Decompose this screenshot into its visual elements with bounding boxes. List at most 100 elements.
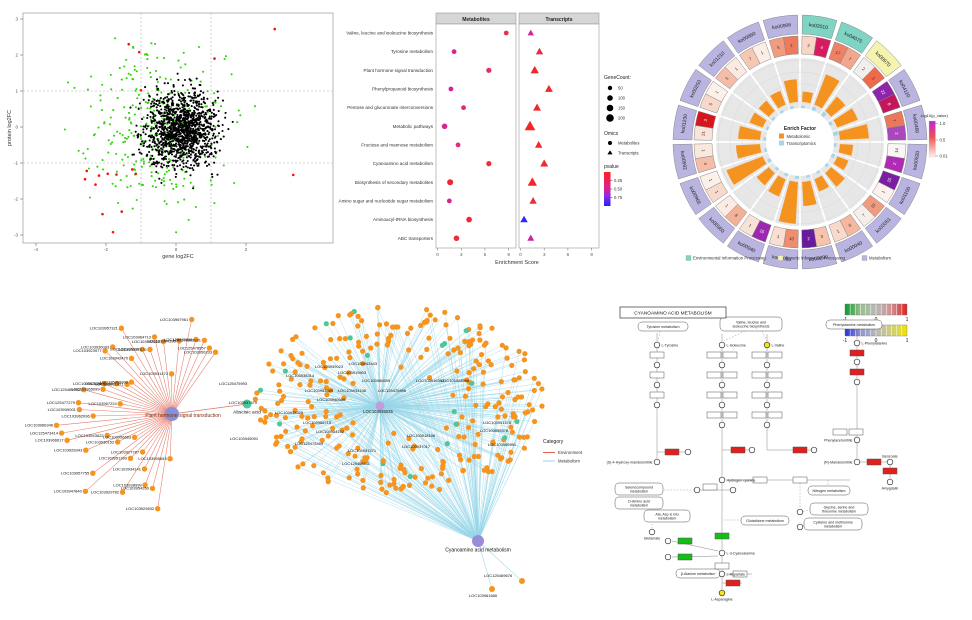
- gene-node: [325, 433, 331, 439]
- enzyme-box: [677, 537, 693, 545]
- gene-node: [364, 455, 370, 461]
- gene-node: [516, 348, 522, 354]
- gene-node: [349, 432, 356, 438]
- transcript-point: [535, 141, 543, 148]
- gene-label: LOC103947471: [348, 448, 377, 453]
- gene-node: [515, 394, 521, 400]
- network-edges: [56, 307, 543, 590]
- gene-node: [266, 361, 272, 367]
- gene-node: [262, 408, 268, 414]
- gene-node: [262, 419, 268, 425]
- count-box: [839, 47, 861, 71]
- gene-node: [426, 335, 432, 341]
- gene-label: LOC103951393: [99, 456, 128, 461]
- gene-node: [307, 382, 313, 388]
- count-label: 5: [708, 101, 714, 106]
- transcript-point: [529, 197, 537, 204]
- gene-node: [532, 418, 538, 425]
- enzyme-box: [664, 448, 680, 456]
- gene-node: [504, 355, 510, 361]
- gene-label: LOC103962524: [73, 381, 102, 386]
- gene-label: LOC103939023: [315, 364, 344, 369]
- enzyme-box: [722, 391, 738, 399]
- compound-node: [853, 358, 861, 366]
- gene-node: [297, 362, 303, 368]
- gene-node: [323, 378, 329, 385]
- enzyme-box: [751, 391, 767, 399]
- compound-label: L-Aspartate: [727, 572, 746, 576]
- gene-node: [454, 315, 461, 321]
- gene-node: [285, 443, 291, 449]
- compound-label: Benzoate: [882, 455, 897, 459]
- ko-segment-label: ko00290: [809, 254, 829, 263]
- ko-segment: [672, 104, 697, 141]
- gene-node: [347, 335, 353, 341]
- gene-node: [456, 434, 462, 440]
- gene-label: LOC103928598: [441, 378, 470, 383]
- pathway-ref-box: [643, 509, 691, 523]
- gene-node: [418, 466, 424, 472]
- count-label: 7: [861, 212, 867, 218]
- facet-panel-metabolites: [435, 23, 517, 249]
- pathway-ref-label: Phenylalanine metabolism: [833, 323, 875, 327]
- ko-segment: [903, 143, 928, 180]
- compound-node: [718, 589, 726, 597]
- x-tick-label: 6: [484, 252, 487, 257]
- gene-node: [258, 417, 264, 423]
- enzyme-box: [751, 411, 767, 419]
- gene-node: [406, 435, 412, 442]
- gene-node: [347, 355, 353, 361]
- gene-label: LOC103961666: [469, 593, 498, 598]
- transcript-point: [527, 177, 537, 186]
- compound-node: [653, 341, 661, 349]
- compound-node: [718, 401, 726, 409]
- pathway-ref-label: Glycine, serine and: [824, 505, 855, 509]
- transcriptomics-bar: [771, 116, 776, 122]
- y-tick-label: -3: [14, 233, 18, 238]
- gene-node: [509, 362, 515, 368]
- gene-node: [119, 489, 126, 495]
- enrich-factor-title: Enrich Factor: [784, 126, 816, 132]
- gene-node: [531, 387, 537, 394]
- ko-segment: [835, 21, 874, 54]
- gene-label: LOC103953489: [305, 388, 334, 393]
- transcriptomics-bar: [811, 106, 817, 112]
- gene-node: [201, 337, 208, 343]
- ko-segment: [762, 14, 799, 39]
- gene-node: [339, 427, 345, 433]
- pathway-ref-label: Glutathione metabolism: [746, 519, 784, 523]
- gene-node: [283, 428, 289, 434]
- gene-node: [486, 469, 492, 475]
- scatter-points: [63, 27, 295, 234]
- gene-node: [440, 465, 446, 471]
- gene-node: [503, 345, 509, 351]
- compound-node: [853, 339, 861, 347]
- count-label: 15: [886, 176, 893, 183]
- compound-node: [664, 553, 672, 561]
- pathway-ref-label: metabolism: [630, 503, 648, 507]
- cyano-hub-label: Cyanoamino acid metabolism: [445, 548, 511, 554]
- kegg-scale-tick: 1: [906, 338, 909, 344]
- pathway-label: Fructose and mannose metabolism: [361, 142, 433, 147]
- gene-node: [299, 350, 305, 356]
- gene-node: [469, 337, 476, 343]
- compound-node: [653, 458, 661, 466]
- pathway-label: Metabolic pathways: [393, 124, 434, 129]
- gene-node: [278, 348, 284, 354]
- gene-node: [355, 471, 361, 477]
- network-nodes: [53, 304, 545, 592]
- significant-point: [115, 173, 118, 176]
- gene-node: [318, 378, 324, 384]
- gene-label: LOC103943443: [349, 361, 378, 366]
- gene-node: [391, 430, 397, 436]
- count-label: 1: [714, 190, 720, 195]
- gene-node: [459, 414, 465, 420]
- enzyme-box: [767, 391, 783, 399]
- gene-node: [443, 322, 449, 328]
- gene-node: [258, 405, 264, 411]
- gene-label: LOC103931471: [95, 382, 124, 387]
- gene-node: [212, 349, 219, 355]
- gene-node: [58, 430, 65, 436]
- gene-node: [304, 363, 310, 369]
- x-tick-label: 0: [175, 247, 178, 252]
